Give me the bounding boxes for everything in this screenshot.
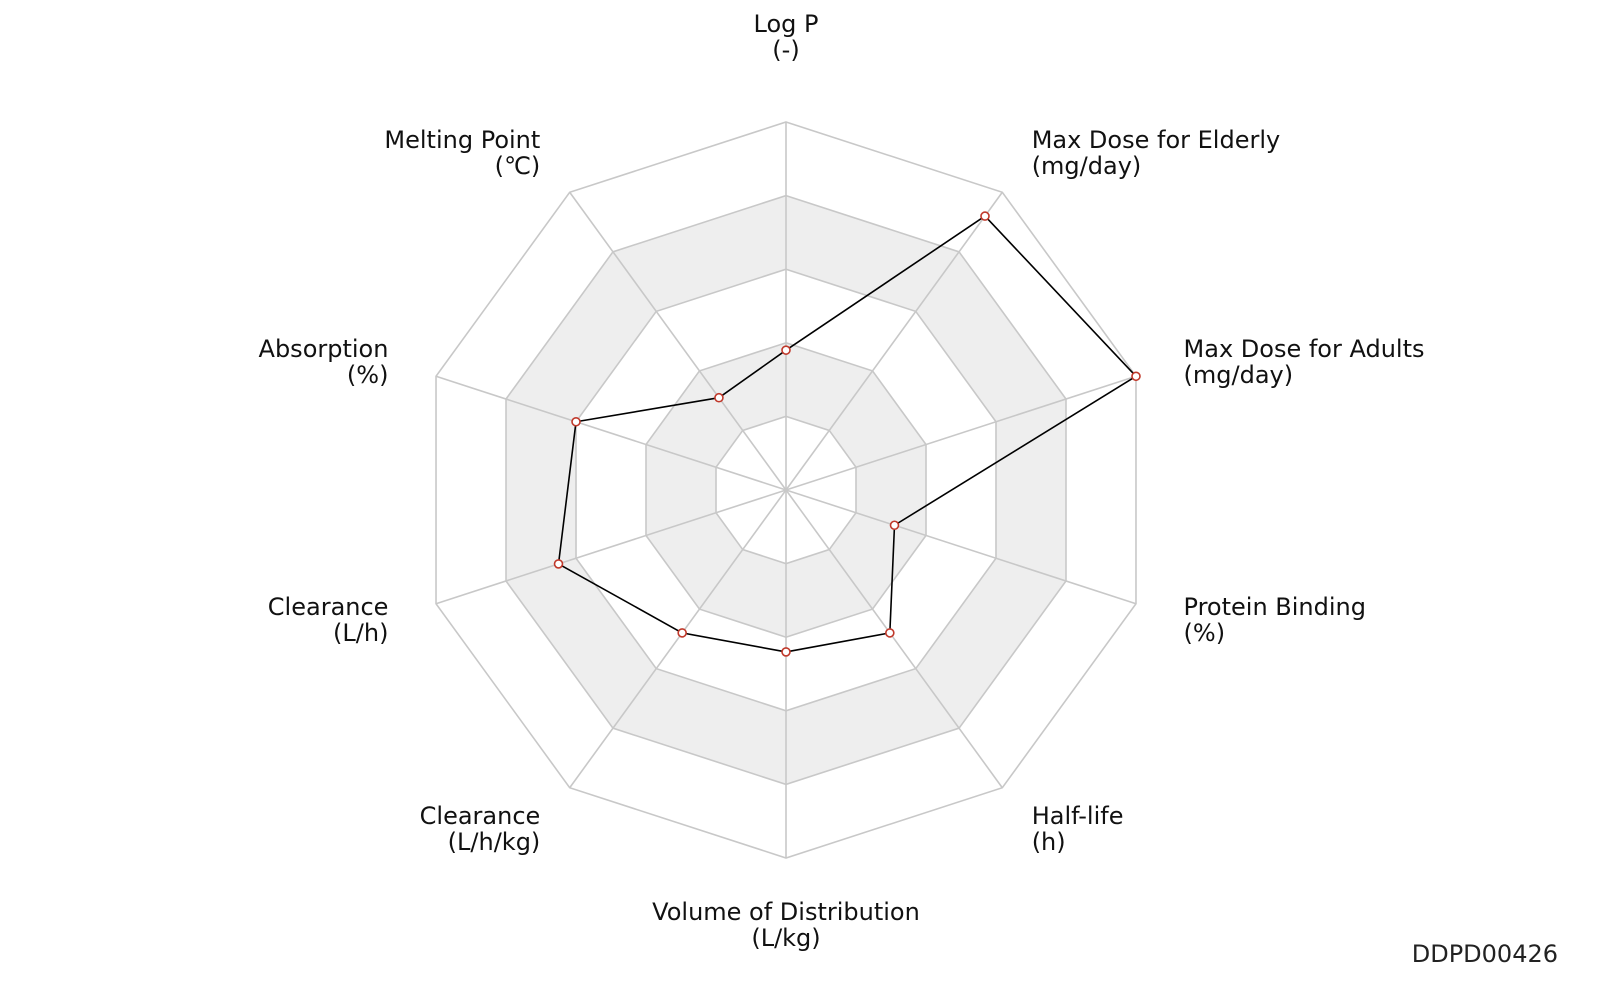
axis-label-3: Max Dose for Adults(mg/day): [1184, 335, 1425, 389]
axis-name: Volume of Distribution: [652, 898, 920, 926]
data-point-6: [781, 647, 791, 657]
axis-unit: (L/h/kg): [448, 828, 541, 856]
axis-name: Protein Binding: [1184, 593, 1366, 621]
data-markers: [553, 211, 1141, 657]
axis-spoke-10: [569, 191, 787, 491]
axis-name: Log P: [754, 10, 819, 38]
data-point-5: [885, 628, 895, 638]
axis-name: Absorption: [259, 335, 389, 363]
axis-label-8: Clearance(L/h): [268, 593, 389, 647]
axis-labels: Log P(-)Max Dose for Elderly(mg/day)Max …: [259, 10, 1425, 952]
data-point-3: [1131, 371, 1141, 382]
data-point-2: [980, 211, 990, 221]
axis-label-9: Absorption(%): [259, 335, 389, 389]
data-point-8: [553, 559, 564, 569]
axis-label-4: Protein Binding(%): [1184, 593, 1366, 647]
axis-label-5: Half-life(h): [1032, 802, 1124, 856]
axis-unit: (-): [772, 36, 799, 64]
axis-spoke-2: [785, 191, 1003, 491]
axis-label-6: Volume of Distribution(L/kg): [652, 898, 920, 952]
data-point-7: [677, 628, 687, 638]
data-point-10: [714, 392, 724, 403]
axis-unit: (℃): [495, 152, 541, 180]
axis-unit: (h): [1032, 828, 1066, 856]
axis-spoke-9: [435, 375, 787, 491]
axis-name: Max Dose for Adults: [1184, 335, 1425, 363]
axis-name: Clearance: [268, 593, 389, 621]
axis-name: Half-life: [1032, 802, 1124, 830]
axis-spoke-4: [785, 489, 1137, 605]
axis-spokes: [435, 122, 1137, 858]
data-point-1: [781, 345, 791, 355]
axis-name: Clearance: [420, 802, 541, 830]
axis-unit: (%): [347, 361, 389, 389]
chart-id-label: DDPD00426: [1411, 940, 1558, 968]
axis-label-7: Clearance(L/h/kg): [420, 802, 541, 856]
axis-spoke-7: [569, 489, 787, 789]
ring-bands: [506, 195, 1066, 785]
axis-unit: (mg/day): [1184, 361, 1294, 389]
ring-band-1: [646, 342, 926, 638]
axis-unit: (L/h): [333, 619, 388, 647]
axis-unit: (mg/day): [1032, 152, 1142, 180]
axis-label-2: Max Dose for Elderly(mg/day): [1032, 126, 1281, 180]
axis-spoke-8: [435, 489, 787, 605]
data-point-4: [889, 520, 900, 531]
data-point-9: [571, 416, 581, 427]
axis-unit: (L/kg): [751, 924, 820, 952]
axis-label-10: Melting Point(℃): [384, 126, 540, 180]
axis-name: Max Dose for Elderly: [1032, 126, 1281, 154]
axis-spoke-5: [785, 489, 1003, 789]
axis-unit: (%): [1184, 619, 1226, 647]
axis-spoke-3: [785, 375, 1137, 491]
axis-name: Melting Point: [384, 126, 540, 154]
axis-label-1: Log P(-): [754, 10, 819, 64]
